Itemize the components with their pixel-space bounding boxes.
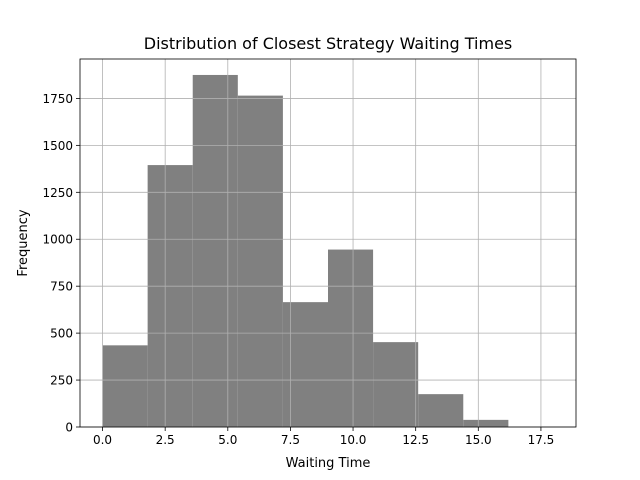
histogram-bar-2	[192, 74, 238, 428]
x-tick-label-4: 10.0	[340, 433, 367, 447]
x-tick-label-2: 5.0	[218, 433, 237, 447]
histogram-bar-5	[328, 249, 374, 427]
chart-title: Distribution of Closest Strategy Waiting…	[144, 34, 513, 53]
plot-frame	[79, 58, 577, 428]
histogram-bar-3	[237, 95, 283, 427]
histogram-bar-0	[102, 345, 148, 427]
y-tick-label-7: 1750	[42, 92, 73, 106]
grid-lines	[80, 59, 576, 428]
y-tick-label-2: 500	[50, 327, 73, 341]
x-tick-label-3: 7.5	[281, 433, 300, 447]
histogram-bar-6	[373, 342, 419, 427]
y-tick-label-1: 250	[50, 374, 73, 388]
bars	[102, 74, 509, 428]
x-axis-ticks: 0.0 2.5 5.0 7.5 10.0 12.5 15.0 17.5	[93, 427, 554, 447]
y-tick-label-6: 1500	[42, 139, 73, 153]
x-tick-label-1: 2.5	[156, 433, 175, 447]
x-axis-label: Waiting Time	[286, 456, 371, 471]
x-tick-label-0: 0.0	[93, 433, 112, 447]
histogram-bar-8	[463, 419, 509, 427]
x-tick-label-5: 12.5	[402, 433, 429, 447]
x-tick-label-6: 15.0	[465, 433, 492, 447]
y-tick-label-0: 0	[65, 421, 73, 435]
y-axis-label: Frequency	[16, 209, 31, 276]
histogram-bar-4	[282, 302, 328, 427]
y-tick-label-3: 750	[50, 280, 73, 294]
y-axis-ticks: 0 250 500 750 1000 1250 1500 1750	[42, 92, 80, 435]
y-tick-label-4: 1000	[42, 233, 73, 247]
x-tick-label-7: 17.5	[528, 433, 555, 447]
histogram-bar-7	[418, 394, 464, 427]
y-tick-label-5: 1250	[42, 186, 73, 200]
histogram-bar-1	[147, 165, 193, 427]
